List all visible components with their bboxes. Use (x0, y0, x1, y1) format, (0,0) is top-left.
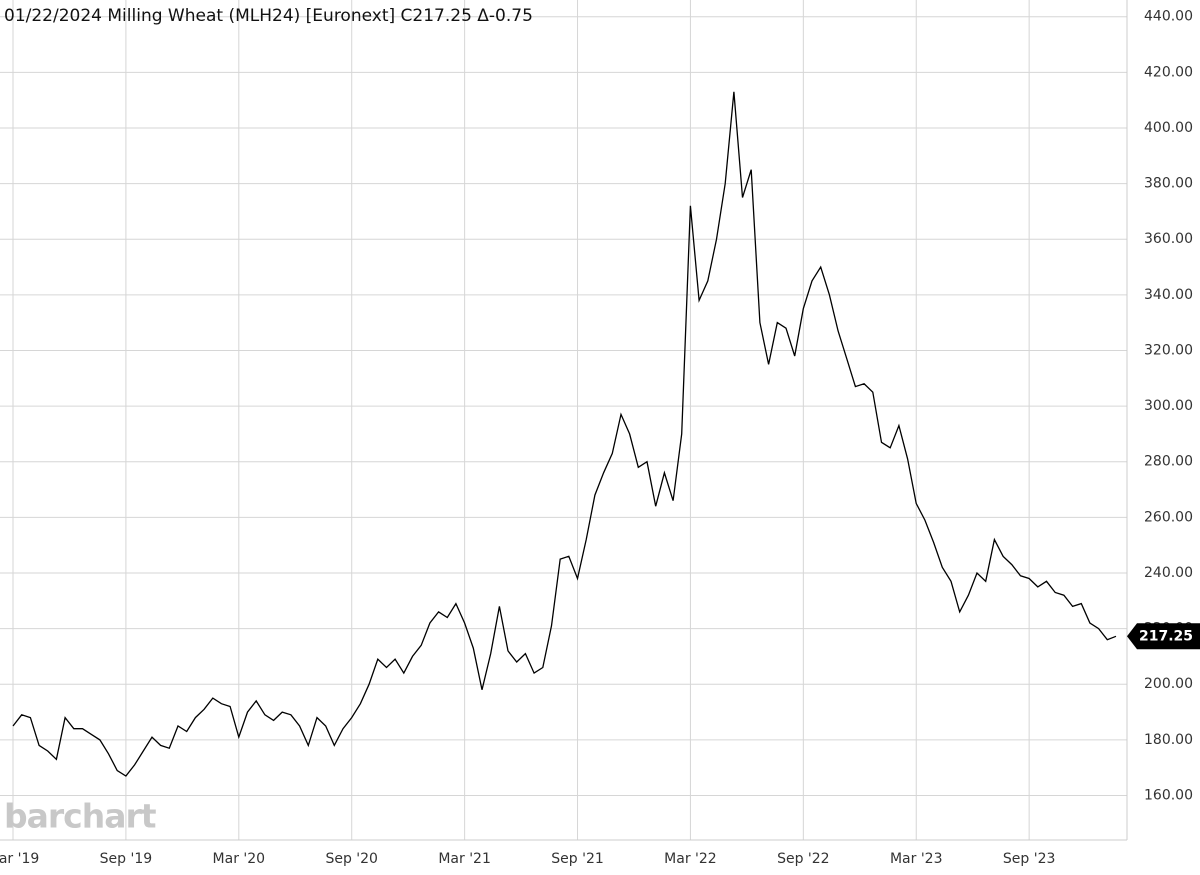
x-tick-label: Mar '19 (0, 851, 39, 867)
price-line (12, 91, 1117, 777)
x-tick-label: Mar '22 (664, 851, 717, 867)
y-tick-label: 440.00 (1144, 9, 1193, 25)
y-tick-label: 160.00 (1144, 787, 1193, 803)
price-tag-label: 217.25 (1139, 628, 1193, 644)
x-tick-label: Sep '23 (1003, 851, 1056, 867)
x-tick-label: Mar '23 (890, 851, 943, 867)
y-tick-label: 200.00 (1144, 676, 1193, 692)
y-tick-label: 240.00 (1144, 565, 1193, 581)
y-tick-label: 380.00 (1144, 176, 1193, 192)
y-tick-label: 420.00 (1144, 64, 1193, 80)
y-tick-label: 320.00 (1144, 342, 1193, 358)
y-tick-label: 260.00 (1144, 509, 1193, 525)
x-tick-label: Sep '19 (100, 851, 153, 867)
y-tick-label: 360.00 (1144, 231, 1193, 247)
x-tick-label: Sep '21 (551, 851, 604, 867)
y-tick-label: 300.00 (1144, 398, 1193, 414)
y-tick-label: 280.00 (1144, 454, 1193, 470)
x-tick-label: Mar '21 (438, 851, 491, 867)
watermark: barchart (4, 797, 157, 836)
y-tick-label: 400.00 (1144, 120, 1193, 136)
chart-title: 01/22/2024 Milling Wheat (MLH24) [Eurone… (4, 6, 533, 26)
price-tag (1127, 623, 1200, 650)
y-tick-label: 340.00 (1144, 287, 1193, 303)
x-tick-label: Mar '20 (213, 851, 266, 867)
x-tick-label: Sep '20 (325, 851, 378, 867)
x-tick-label: Sep '22 (777, 851, 830, 867)
y-tick-label: 180.00 (1144, 732, 1193, 748)
